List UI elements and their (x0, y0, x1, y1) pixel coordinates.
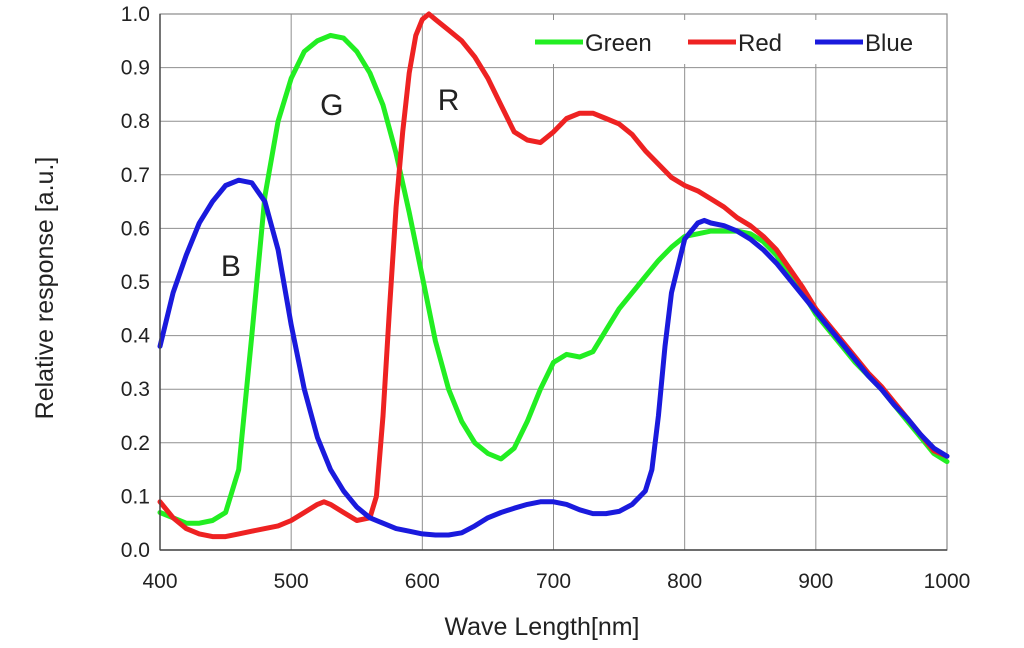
series-line-red (157, 11, 950, 540)
x-tick-label: 1000 (924, 570, 971, 593)
x-tick-label: 600 (405, 570, 440, 593)
y-tick-label: 0.3 (121, 378, 150, 401)
axes (159, 14, 947, 551)
legend: Green Red Blue (518, 20, 938, 64)
y-tick-label: 0.5 (121, 271, 150, 294)
y-tick-labels: 0.0 0.1 0.2 0.3 0.4 0.5 0.6 0.7 0.8 0.9 1.0 (121, 3, 151, 562)
x-tick-label: 900 (798, 570, 833, 593)
y-tick-label: 0.0 (121, 539, 150, 562)
curve-label-b: B (221, 250, 241, 283)
series-line-blue (157, 177, 950, 538)
x-tick-label: 700 (536, 570, 571, 593)
grid (159, 13, 948, 551)
y-tick-label: 0.4 (121, 325, 151, 348)
y-tick-label: 0.1 (121, 485, 150, 508)
y-tick-label: 0.6 (121, 217, 150, 240)
curve-label-r: R (438, 84, 460, 117)
x-axis-title: Wave Length[nm] (444, 613, 639, 641)
curve-annotations: G R B (221, 84, 460, 283)
curve-label-g: G (320, 89, 343, 122)
y-tick-label: 1.0 (121, 3, 150, 26)
x-tick-label: 800 (667, 570, 702, 593)
y-tick-label: 0.9 (121, 57, 150, 80)
x-tick-label: 400 (142, 570, 177, 593)
y-axis-title: Relative response [a.u.] (31, 157, 59, 420)
legend-label-red: Red (738, 30, 782, 57)
legend-label-green: Green (585, 30, 652, 57)
legend-label-blue: Blue (865, 30, 913, 57)
x-tick-labels: 400 500 600 700 800 900 1000 (142, 570, 970, 593)
x-tick-label: 500 (274, 570, 309, 593)
y-tick-label: 0.8 (121, 110, 150, 133)
y-tick-label: 0.2 (121, 432, 150, 455)
y-tick-label: 0.7 (121, 164, 150, 187)
series-layer (157, 11, 950, 540)
